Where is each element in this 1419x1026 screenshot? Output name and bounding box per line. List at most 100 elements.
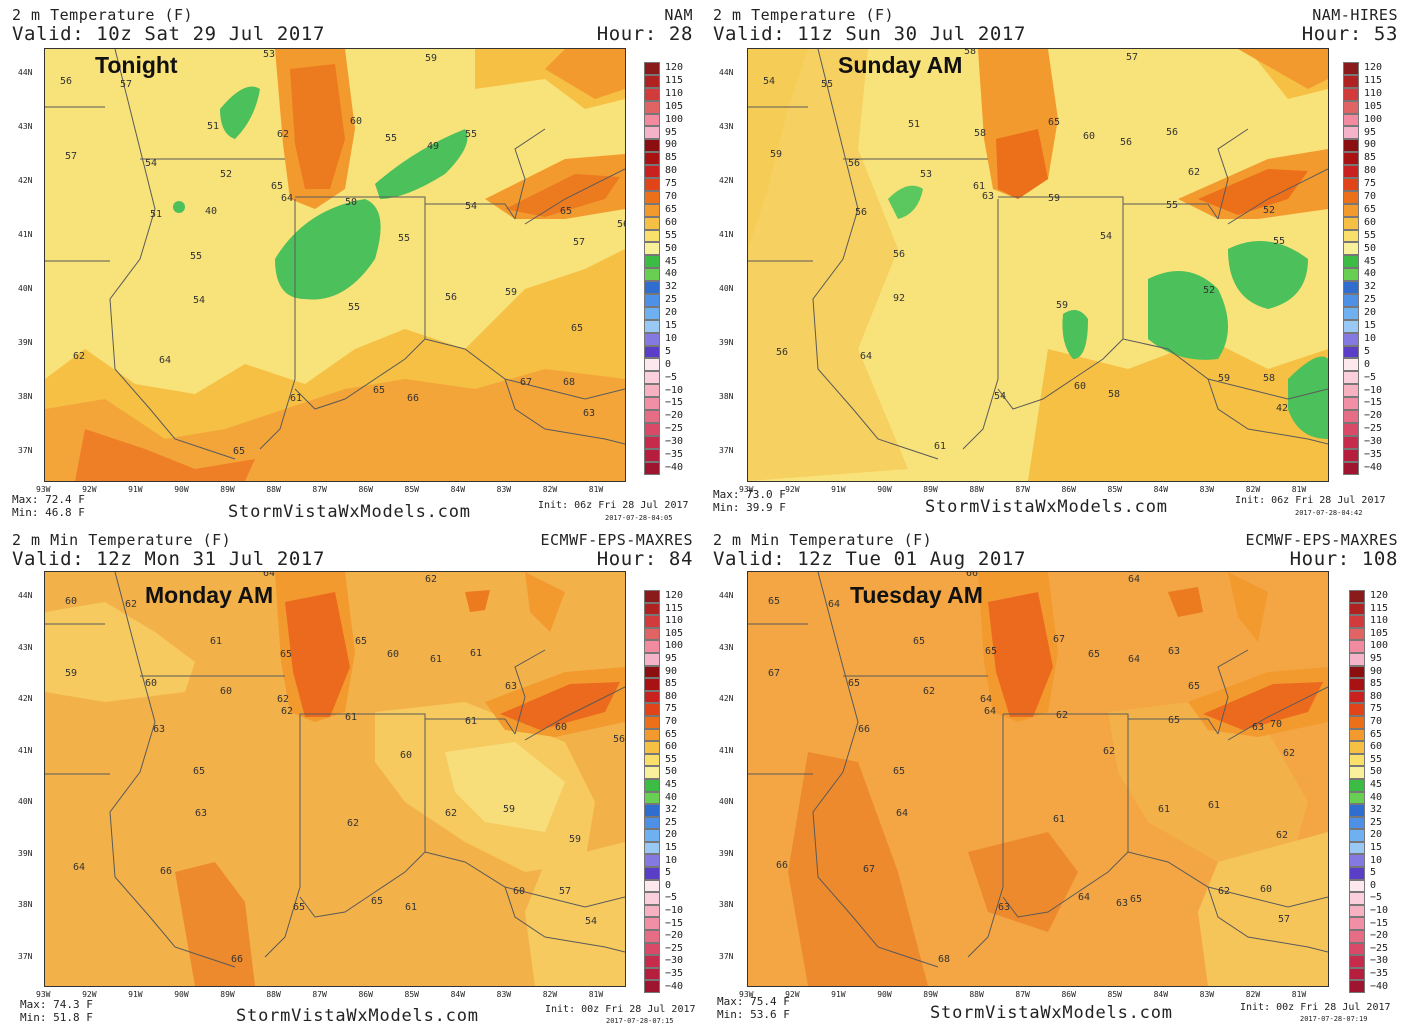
legend-swatch bbox=[1349, 955, 1365, 968]
legend-swatch bbox=[644, 627, 660, 641]
legend-level-label: −30 bbox=[1370, 955, 1389, 967]
legend-swatch bbox=[644, 435, 660, 449]
value-label: 61 bbox=[405, 902, 417, 913]
legend-level-label: −35 bbox=[665, 449, 684, 460]
value-label: 62 bbox=[425, 574, 437, 585]
value-label: 56 bbox=[617, 219, 625, 230]
legend-swatch bbox=[1343, 242, 1359, 256]
value-label: 62 bbox=[277, 694, 289, 705]
legend-level-label: 80 bbox=[665, 165, 678, 177]
longitude-label: 81W bbox=[588, 485, 604, 494]
legend-level-label: −25 bbox=[1364, 423, 1383, 435]
init-time: Init: 00z Fri 28 Jul 2017 bbox=[1240, 1002, 1391, 1013]
legend-level-label: 15 bbox=[665, 842, 678, 853]
legend-level-label: 85 bbox=[1370, 678, 1383, 690]
value-label: 56 bbox=[1166, 127, 1178, 138]
temperature-map: 58 57 54 55 51 58 65 60 56 56 53 59 61 6… bbox=[747, 48, 1329, 482]
value-label: 65 bbox=[571, 323, 583, 334]
longitude-label: 85W bbox=[1107, 990, 1122, 999]
value-label: 62 bbox=[1103, 746, 1115, 757]
legend-level-label: 10 bbox=[665, 854, 678, 866]
panel-valid-time: Valid: 12z Tue 01 Aug 2017 bbox=[713, 548, 1027, 570]
legend-swatch bbox=[1343, 461, 1359, 475]
longitude-label: 85W bbox=[404, 485, 419, 494]
brand-watermark: StormVistaWxModels.com bbox=[228, 502, 471, 522]
legend-swatch bbox=[644, 967, 660, 981]
legend-level-label: 90 bbox=[665, 665, 678, 677]
value-label: 62 bbox=[347, 818, 359, 829]
max-value: Max: 75.4 F bbox=[717, 995, 790, 1008]
latitude-label: 39N bbox=[18, 848, 33, 858]
value-label: 57 bbox=[1278, 914, 1290, 925]
value-label: 51 bbox=[908, 119, 920, 130]
legend-swatch bbox=[1343, 371, 1359, 385]
panel-valid-time: Valid: 11z Sun 30 Jul 2017 bbox=[713, 23, 1027, 45]
legend-level-label: −20 bbox=[1370, 930, 1389, 942]
legend-level-label: 110 bbox=[1364, 87, 1383, 99]
value-label: 51 bbox=[150, 209, 162, 220]
panel-nam-tonight: 2 m Temperature (F) NAM Valid: 10z Sat 2… bbox=[0, 0, 705, 522]
legend-swatch bbox=[1349, 766, 1365, 779]
panel-field-title: 2 m Temperature (F) bbox=[713, 6, 895, 24]
longitude-label: 81W bbox=[1291, 990, 1307, 999]
legend-swatch bbox=[1349, 640, 1365, 653]
value-label: 63 bbox=[982, 191, 994, 202]
value-label: 68 bbox=[938, 954, 950, 965]
longitude-label: 88W bbox=[969, 485, 984, 494]
longitude-label: 85W bbox=[404, 990, 419, 999]
value-label: 60 bbox=[513, 886, 525, 897]
legend-swatch bbox=[644, 281, 660, 295]
latitude-label: 38N bbox=[18, 391, 33, 401]
longitude-label: 81W bbox=[1291, 485, 1307, 494]
legend-level-label: 120 bbox=[665, 590, 684, 601]
min-value: Min: 51.8 F bbox=[20, 1011, 93, 1024]
legend-swatch bbox=[1349, 778, 1365, 792]
value-label: 52 bbox=[1263, 205, 1275, 216]
legend-swatch bbox=[1349, 690, 1365, 704]
value-label: 55 bbox=[1273, 236, 1285, 247]
legend-swatch bbox=[1343, 62, 1359, 75]
legend-swatch bbox=[644, 448, 660, 462]
latitude-label: 38N bbox=[719, 391, 734, 401]
legend-swatch bbox=[1343, 281, 1359, 295]
legend-swatch bbox=[1349, 917, 1365, 931]
latitude-label: 39N bbox=[719, 848, 734, 858]
value-label: 63 bbox=[1168, 646, 1180, 657]
value-label: 65 bbox=[1088, 649, 1100, 660]
value-label: 53 bbox=[263, 49, 275, 60]
legend-level-label: 100 bbox=[665, 113, 684, 125]
init-time: Init: 06z Fri 28 Jul 2017 bbox=[538, 500, 689, 511]
legend-swatch bbox=[644, 816, 660, 830]
latitude-label: 42N bbox=[719, 175, 734, 185]
legend-level-label: 120 bbox=[665, 62, 684, 73]
legend-swatch bbox=[644, 640, 660, 653]
legend-level-label: 32 bbox=[665, 804, 678, 816]
legend-swatch bbox=[644, 358, 660, 372]
value-label: 62 bbox=[1056, 710, 1068, 721]
value-label: 50 bbox=[345, 197, 357, 208]
longitude-label: 90W bbox=[174, 485, 189, 494]
latitude-label: 41N bbox=[18, 229, 33, 239]
legend-swatch bbox=[1343, 229, 1359, 243]
legend-level-label: 15 bbox=[1370, 842, 1383, 853]
legend-swatch bbox=[1343, 178, 1359, 191]
legend-level-label: 5 bbox=[665, 867, 672, 879]
legend-swatch bbox=[644, 615, 660, 628]
value-label: 67 bbox=[863, 864, 875, 875]
value-label: 51 bbox=[207, 121, 219, 132]
latitude-label: 42N bbox=[719, 694, 734, 703]
legend-swatch bbox=[644, 955, 660, 968]
legend-swatch bbox=[644, 602, 660, 616]
legend-swatch bbox=[1349, 615, 1365, 628]
map-value-labels: 64 62 60 62 61 65 60 61 61 59 60 65 62 6… bbox=[65, 572, 625, 965]
value-label: 65 bbox=[985, 646, 997, 657]
longitude-label: 83W bbox=[496, 990, 512, 999]
legend-level-label: 70 bbox=[1370, 716, 1383, 727]
legend-level-label: 80 bbox=[665, 690, 678, 702]
value-label: 65 bbox=[233, 446, 245, 457]
value-label: 55 bbox=[348, 302, 360, 313]
legend-level-label: 50 bbox=[1370, 766, 1383, 778]
legend-level-label: 75 bbox=[1370, 703, 1383, 715]
latitude-label: 40N bbox=[719, 797, 734, 807]
legend-level-label: −30 bbox=[665, 436, 684, 448]
